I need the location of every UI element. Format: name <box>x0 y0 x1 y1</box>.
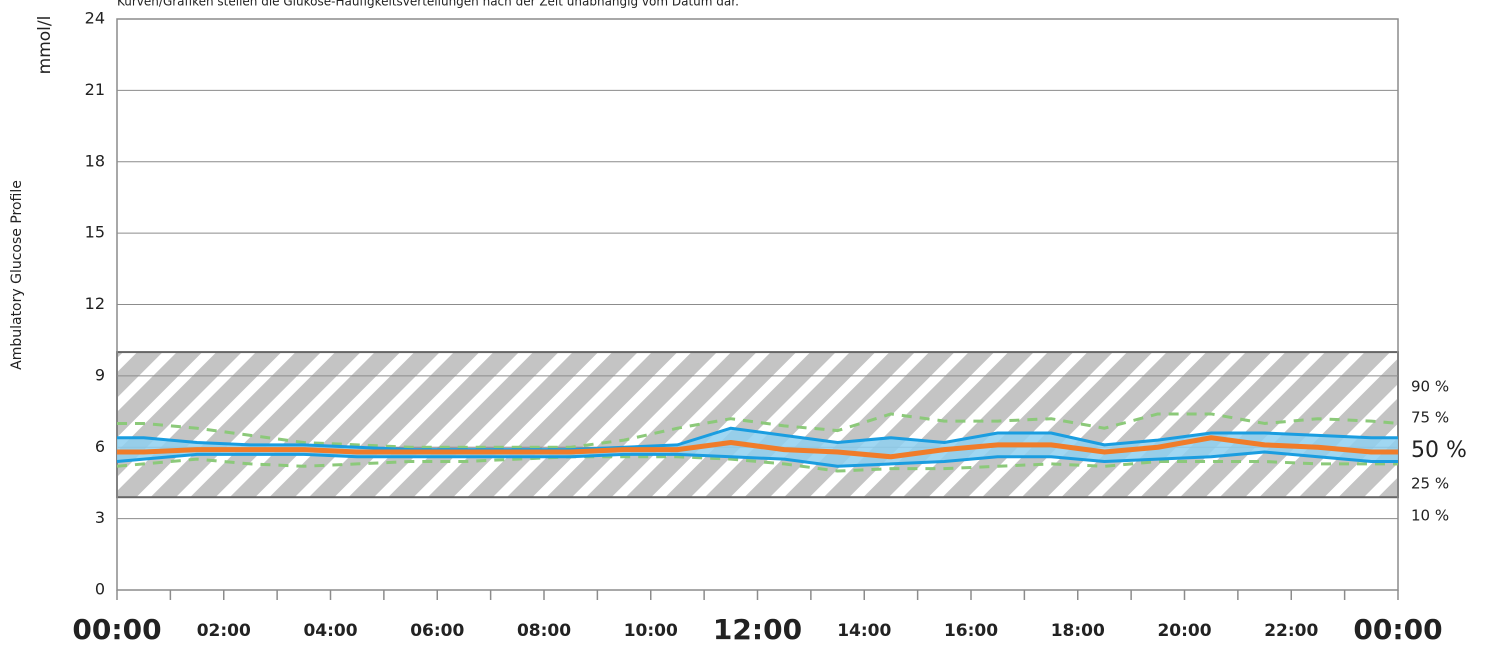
x-tick-label: 00:00 <box>72 613 161 646</box>
x-tick-label: 04:00 <box>303 621 357 641</box>
legend-label: 75 % <box>1411 409 1449 427</box>
x-tick-label: 14:00 <box>837 621 891 641</box>
y-tick-label: 18 <box>85 151 105 170</box>
legend-label: 90 % <box>1411 378 1449 396</box>
x-tick-label: 22:00 <box>1264 621 1318 641</box>
y-tick-label: 12 <box>85 294 105 313</box>
chart-title: Kurven/Grafiken stellen die Glukose-Häuf… <box>117 0 739 9</box>
x-tick-label: 16:00 <box>944 621 998 641</box>
y-tick-label: 15 <box>85 223 105 242</box>
x-tick-label: 08:00 <box>517 621 571 641</box>
x-tick-label: 00:00 <box>1353 613 1442 646</box>
legend-label: 10 % <box>1411 507 1449 525</box>
y-tick-label: 24 <box>85 9 105 28</box>
legend-label: 50 % <box>1411 438 1467 463</box>
x-tick-label: 10:00 <box>624 621 678 641</box>
x-tick-label: 12:00 <box>713 613 802 646</box>
y-tick-label: 6 <box>95 437 105 456</box>
y-tick-label: 3 <box>95 508 105 527</box>
y-tick-label: 21 <box>85 80 105 99</box>
percentile-line <box>117 435 1398 460</box>
x-tick-label: 18:00 <box>1051 621 1105 641</box>
y-tick-label: 9 <box>95 365 105 384</box>
legend-label: 25 % <box>1411 475 1449 493</box>
y-tick-label: 0 <box>95 580 105 599</box>
x-tick-label: 20:00 <box>1157 621 1211 641</box>
target-range <box>116 351 1399 499</box>
x-tick-label: 06:00 <box>410 621 464 641</box>
side-label: Ambulatory Glucose Profile <box>9 180 25 370</box>
x-tick-label: 02:00 <box>197 621 251 641</box>
percentile-line <box>116 450 1398 468</box>
percentile-line <box>116 455 1398 473</box>
y-axis-label: mmol/l <box>35 16 55 75</box>
percentile-line <box>117 426 1398 452</box>
